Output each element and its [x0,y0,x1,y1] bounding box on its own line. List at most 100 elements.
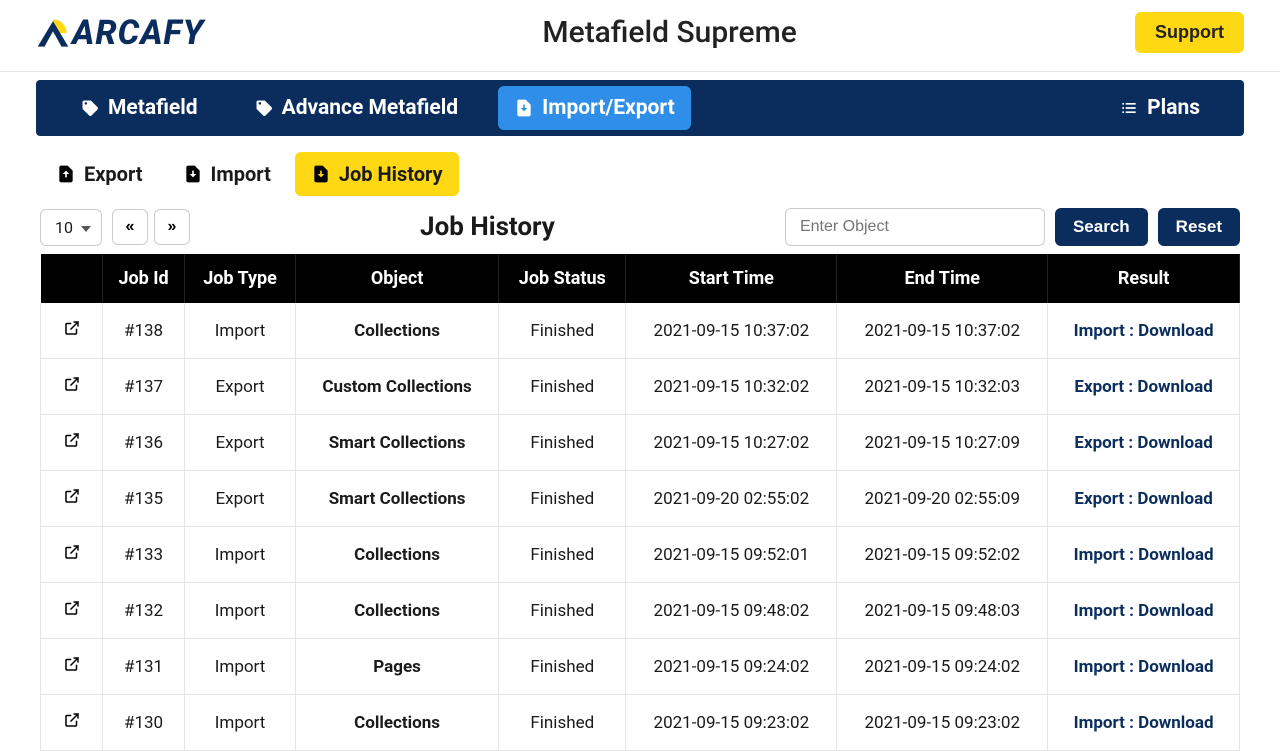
nav-import-export[interactable]: Import/Export [498,86,691,130]
cell-result: Import : Download [1048,303,1240,359]
cell-start: 2021-09-15 09:52:01 [626,527,837,583]
cell-result: Import : Download [1048,527,1240,583]
import-icon [183,164,203,184]
download-link[interactable]: Download [1138,657,1213,677]
cell-result: Import : Download [1048,695,1240,751]
cell-job-type: Export [185,471,296,527]
col-job-type: Job Type [185,254,296,303]
cell-status: Finished [499,583,626,639]
cell-job-id: #135 [103,471,185,527]
cell-end: 2021-09-15 10:27:09 [837,415,1048,471]
download-link[interactable]: Download [1137,433,1212,453]
cell-end: 2021-09-15 10:32:03 [837,359,1048,415]
table-row: #131ImportPagesFinished2021-09-15 09:24:… [41,639,1240,695]
cell-job-id: #138 [103,303,185,359]
search-button[interactable]: Search [1055,208,1148,246]
row-open-icon[interactable] [41,583,103,639]
section-title: Job History [420,212,555,242]
tab-job-history[interactable]: Job History [295,152,459,196]
row-open-icon[interactable] [41,415,103,471]
tab-export[interactable]: Export [40,152,159,196]
tag-icon [254,98,274,118]
main-nav: Metafield Advance Metafield Import/Expor… [36,80,1244,136]
cell-status: Finished [499,303,626,359]
cell-start: 2021-09-15 10:32:02 [626,359,837,415]
cell-end: 2021-09-15 09:48:03 [837,583,1048,639]
cell-result: Export : Download [1048,471,1240,527]
cell-end: 2021-09-15 09:24:02 [837,639,1048,695]
cell-job-type: Export [185,415,296,471]
controls-right: Search Reset [785,208,1240,246]
cell-result: Export : Download [1048,359,1240,415]
pager-prev[interactable]: « [112,209,148,245]
nav-label: Plans [1147,96,1200,120]
search-input[interactable] [785,208,1045,246]
pager-next[interactable]: » [154,209,190,245]
list-icon [1119,98,1139,118]
table-row: #138ImportCollectionsFinished2021-09-15 … [41,303,1240,359]
page-size-select[interactable]: 10 [40,209,102,246]
cell-result: Import : Download [1048,639,1240,695]
tab-label: Export [84,162,143,186]
row-open-icon[interactable] [41,695,103,751]
support-button[interactable]: Support [1135,12,1244,53]
download-link[interactable]: Download [1138,321,1213,341]
import-icon [514,98,534,118]
cell-job-id: #130 [103,695,185,751]
reset-button[interactable]: Reset [1158,208,1240,246]
controls: 10 « » Job History Search Reset [0,208,1280,254]
tab-label: Import [211,162,271,186]
cell-end: 2021-09-15 10:37:02 [837,303,1048,359]
cell-object: Smart Collections [295,471,498,527]
cell-status: Finished [499,527,626,583]
job-history-table: Job Id Job Type Object Job Status Start … [40,254,1240,751]
tab-label: Job History [339,162,443,186]
download-link[interactable]: Download [1137,377,1212,397]
col-start-time: Start Time [626,254,837,303]
download-link[interactable]: Download [1138,601,1213,621]
logo-icon [36,16,70,50]
col-result: Result [1048,254,1240,303]
nav-advance-metafield[interactable]: Advance Metafield [238,86,475,130]
table-row: #135ExportSmart CollectionsFinished 2021-… [41,471,1240,527]
row-open-icon[interactable] [41,639,103,695]
cell-job-id: #133 [103,527,185,583]
row-open-icon[interactable] [41,359,103,415]
table-row: #137ExportCustom CollectionsFinished2021… [41,359,1240,415]
table-row: #136ExportSmart CollectionsFinished2021-… [41,415,1240,471]
table-body: #138ImportCollectionsFinished2021-09-15 … [41,303,1240,751]
cell-status: Finished [499,471,626,527]
download-link[interactable]: Download [1138,545,1213,565]
app-title: Metafield Supreme [542,15,796,50]
cell-start: 2021-09-15 09:24:02 [626,639,837,695]
download-link[interactable]: Download [1138,713,1213,733]
tag-icon [80,98,100,118]
nav-label: Metafield [108,96,198,120]
row-open-icon[interactable] [41,471,103,527]
nav-plans[interactable]: Plans [1103,86,1216,130]
logo: ARCAFY [36,13,204,53]
cell-result: Import : Download [1048,583,1240,639]
cell-job-type: Import [185,583,296,639]
import-icon [311,164,331,184]
cell-job-id: #137 [103,359,185,415]
cell-end: 2021-09-20 02:55:09 [837,471,1048,527]
cell-object: Collections [295,527,498,583]
download-link[interactable]: Download [1137,489,1212,509]
cell-result: Export : Download [1048,415,1240,471]
cell-object: Collections [295,303,498,359]
cell-object: Smart Collections [295,415,498,471]
cell-start: 2021-09-15 10:27:02 [626,415,837,471]
cell-job-id: #132 [103,583,185,639]
tab-import[interactable]: Import [167,152,287,196]
nav-label: Advance Metafield [282,96,459,120]
row-open-icon[interactable] [41,303,103,359]
cell-job-type: Import [185,527,296,583]
table-head: Job Id Job Type Object Job Status Start … [41,254,1240,303]
row-open-icon[interactable] [41,527,103,583]
cell-object: Collections [295,583,498,639]
nav-metafield[interactable]: Metafield [64,86,214,130]
cell-job-id: #131 [103,639,185,695]
col-job-id: Job Id [103,254,185,303]
topbar: ARCAFY Metafield Supreme Support [0,0,1280,72]
